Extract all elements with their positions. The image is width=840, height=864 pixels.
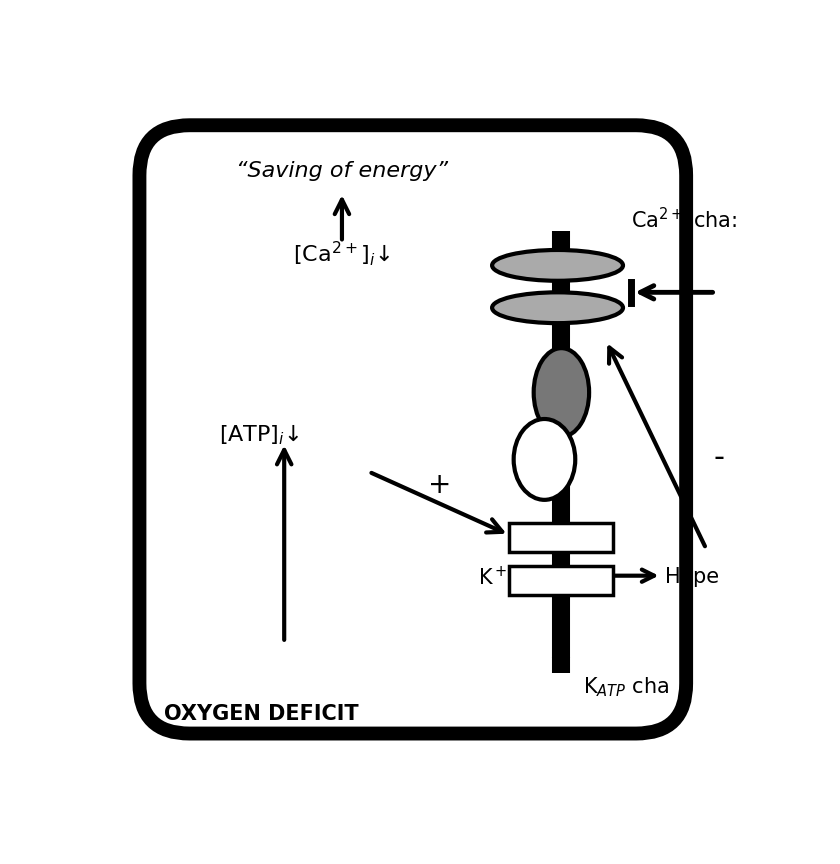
Text: Hype: Hype [665,568,720,588]
FancyBboxPatch shape [139,125,686,734]
Text: K$_{ATP}$ cha: K$_{ATP}$ cha [583,676,669,699]
Bar [509,523,613,552]
Text: -: - [714,443,725,473]
Text: Ca$^{2+}$ cha:: Ca$^{2+}$ cha: [631,206,737,232]
Ellipse shape [533,348,589,436]
Text: +: + [428,471,451,499]
Text: “Saving of energy”: “Saving of energy” [236,162,448,181]
Text: OXYGEN DEFICIT: OXYGEN DEFICIT [164,704,359,724]
Ellipse shape [492,292,623,323]
Text: [ATP]$_i$↓: [ATP]$_i$↓ [219,422,300,447]
Ellipse shape [514,419,575,500]
Ellipse shape [492,250,623,281]
Bar [509,566,613,595]
Text: K$^+$: K$^+$ [478,566,507,589]
Text: [Ca$^{2+}$]$_i$↓: [Ca$^{2+}$]$_i$↓ [293,239,391,268]
